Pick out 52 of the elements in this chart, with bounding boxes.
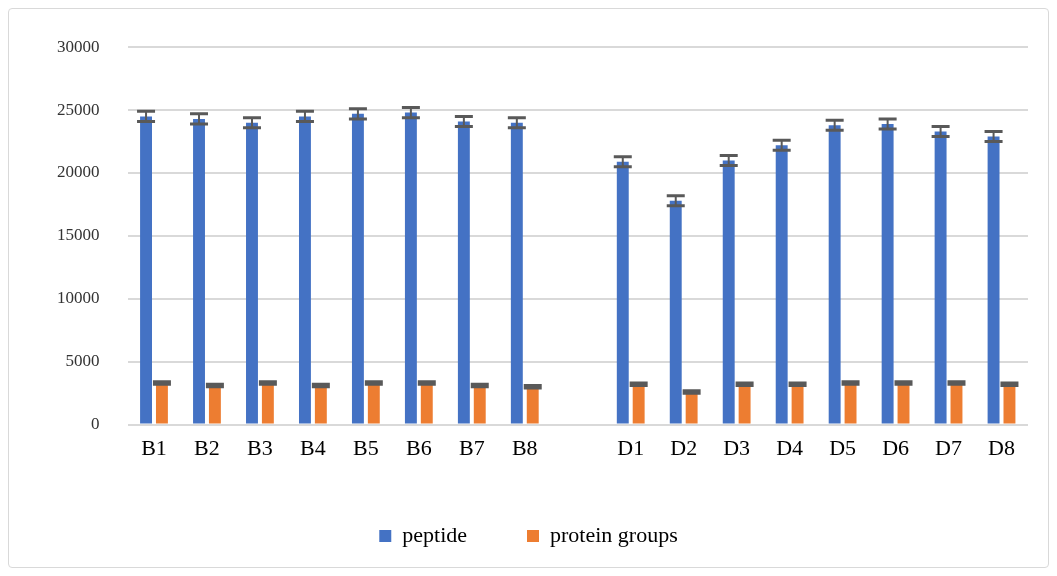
x-tick-label: B5 [353,434,379,460]
x-tick-label: D8 [988,434,1015,460]
x-tick-label: D6 [882,434,910,460]
bar [738,384,751,424]
x-tick-label: B6 [405,434,432,460]
bar [261,383,274,424]
bar [775,145,788,424]
x-tick-label: D3 [723,434,751,460]
bar [632,384,645,424]
x-tick-label: D1 [617,434,645,460]
bar [844,383,857,424]
x-tick-label: B7 [458,434,485,460]
bar [473,385,486,424]
legend-label: peptide [402,521,468,547]
y-tick-label: 0 [91,414,100,434]
bar [722,160,735,424]
bar [420,383,433,424]
x-tick-label: B8 [511,434,538,460]
bar [934,131,947,424]
y-tick-label: 30000 [57,36,100,56]
bar [669,200,682,424]
bar [367,383,380,424]
y-tick-label: 20000 [57,162,100,182]
bar [351,113,364,424]
x-tick-label: D2 [670,434,698,460]
y-tick-label: 5000 [65,351,100,371]
x-tick-label: B1 [141,434,167,460]
bar [404,112,417,424]
bar [208,385,221,424]
x-tick-label: B4 [300,434,326,460]
x-tick-label: B2 [194,434,220,460]
y-tick-label: 10000 [57,288,100,308]
x-tick-label: B3 [247,434,273,460]
x-tick-label: D4 [776,434,804,460]
bar [510,122,523,424]
bar [987,136,1000,424]
legend-label: protein groups [550,521,678,547]
bar [193,118,205,424]
x-tick-label: D5 [829,434,857,460]
bar [791,384,804,424]
bar [140,116,152,424]
bar [881,123,894,424]
bar [155,383,168,424]
y-tick-label: 15000 [57,225,100,245]
bar [828,125,841,424]
y-tick-label: 25000 [57,99,100,119]
x-tick-label: D7 [935,434,962,460]
bar [314,385,327,424]
bar [616,161,629,424]
bar [246,122,258,424]
bar [298,116,311,424]
bar [457,121,470,424]
